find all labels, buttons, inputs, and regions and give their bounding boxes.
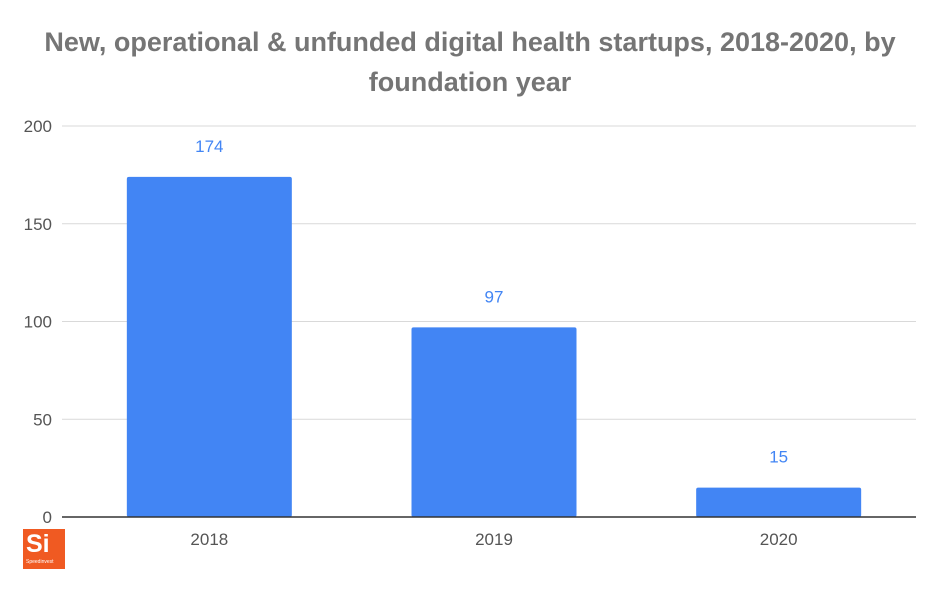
x-tick-label: 2018 <box>190 530 228 549</box>
y-tick-label: 150 <box>24 215 52 234</box>
y-tick-label: 50 <box>33 410 52 429</box>
data-label-2020: 15 <box>769 448 788 467</box>
x-axis-ticks: 2018 2019 2020 <box>190 530 797 549</box>
x-tick-label: 2019 <box>475 530 513 549</box>
y-tick-label: 100 <box>24 313 52 332</box>
logo-mark: Si <box>26 530 50 558</box>
bar-2019 <box>411 327 577 517</box>
bars <box>126 176 862 517</box>
chart-title: New, operational & unfunded digital heal… <box>44 27 896 97</box>
data-labels: 174 97 15 <box>195 137 788 467</box>
data-label-2019: 97 <box>485 287 504 306</box>
data-label-2018: 174 <box>195 137 223 156</box>
logo-name: Speedinvest <box>26 559 54 565</box>
speedinvest-logo: Si Speedinvest <box>23 529 65 569</box>
x-tick-label: 2020 <box>760 530 798 549</box>
y-tick-label: 200 <box>24 117 52 136</box>
y-tick-label: 0 <box>43 508 52 527</box>
bar-2020 <box>696 487 862 517</box>
bar-2018 <box>126 176 292 517</box>
y-axis-ticks: 0 50 100 150 200 <box>24 117 52 527</box>
